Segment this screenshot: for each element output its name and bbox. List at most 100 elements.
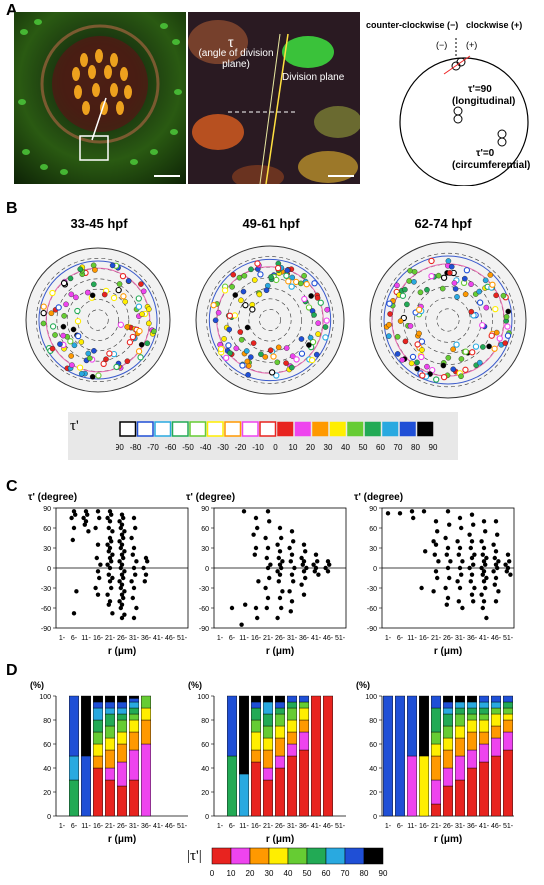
stacked-bar-segment (431, 803, 442, 817)
polar-dot (322, 324, 329, 330)
polar-dot (419, 372, 426, 379)
bar-xtick-label: 31- (455, 823, 466, 830)
bar-xtick-label: 41- (311, 823, 322, 830)
scatter-ytick-label: -30 (41, 586, 51, 593)
stacked-bar-segment (287, 719, 298, 733)
legend-d-swatch-3 (268, 847, 289, 865)
polar-dot (74, 318, 82, 325)
bar-xtick-label: 6- (229, 823, 236, 830)
stacked-bar-segment (479, 719, 490, 733)
scatter-ytick-label: -60 (199, 606, 209, 613)
scatter-xtick-label: 36- (141, 635, 152, 642)
stacked-bar-segment (92, 695, 103, 703)
polar-dot (476, 299, 484, 306)
scatter-xtick-label: 41- (311, 635, 322, 642)
scatter-point (279, 535, 284, 541)
legend-d-swatch-8 (363, 847, 384, 865)
polar-dot (407, 267, 413, 274)
legend-b-swatch-1 (136, 421, 154, 437)
stacked-bar-segment (407, 695, 418, 757)
stacked-bar-segment (503, 719, 514, 733)
stacked-bar-segment (104, 779, 115, 817)
scatter-xtick-label: 21- (105, 635, 116, 642)
scatter-point (117, 579, 122, 584)
scatter-point (122, 569, 127, 574)
scatter-point (445, 545, 451, 551)
scatter-point (122, 549, 127, 554)
stacked-bar-segment (68, 755, 79, 781)
scatter-ytick-label: -60 (367, 606, 377, 613)
polar-dot (233, 345, 240, 352)
scatter-point (433, 519, 439, 524)
scatter-point (445, 595, 451, 601)
legend-b-swatch-15 (382, 421, 399, 437)
scatter-point (267, 575, 272, 581)
polar-dot (95, 372, 102, 379)
scatter-point (397, 511, 403, 516)
polar-dot (407, 323, 414, 329)
scatter-point (315, 559, 320, 564)
scatter-point (481, 599, 487, 604)
scatter-point (445, 565, 451, 571)
panel-d-letter: D (6, 662, 18, 679)
polar-dot (248, 266, 254, 273)
stacked-bar-segment (287, 695, 298, 703)
scatter-point (276, 579, 281, 584)
scatter-point (119, 562, 125, 567)
scatter-point (268, 562, 273, 567)
polar-dot (240, 288, 247, 295)
polar-dot (402, 286, 408, 293)
bar-ytick-label: 100 (197, 694, 209, 701)
legend-b-swatch-5 (206, 421, 224, 437)
scatter-ytick-label: 90 (369, 506, 377, 513)
scatter-point (472, 552, 477, 557)
stacked-bar-segment (299, 719, 310, 733)
scatter-point (491, 542, 496, 547)
polar-dot (289, 274, 296, 281)
bar-xtick-label: 26- (117, 823, 128, 830)
legend-d-label-1: 10 (227, 869, 236, 878)
scatter-point (121, 515, 126, 521)
legend-b-swatch-11 (312, 421, 329, 437)
scatter-point (83, 519, 89, 524)
scatter-point (110, 611, 115, 616)
stacked-bar-segment (443, 767, 454, 787)
stacked-bar-segment (116, 701, 127, 709)
scatter-xtick-label: 16- (419, 635, 430, 642)
scatter-point (110, 529, 115, 534)
bar-xtick-label: 1- (385, 823, 392, 830)
scatter-xtick-label: 36- (467, 635, 478, 642)
stacked-bar-segment (275, 701, 286, 709)
legend-d-label-5: 50 (303, 869, 312, 878)
bar-xtick-label: 16- (251, 823, 262, 830)
legend-b-label-9: 0 (273, 443, 278, 452)
stacked-bar-segment (263, 749, 274, 769)
scatter-point (131, 565, 137, 571)
bar-ytick-label: 80 (43, 718, 51, 725)
stacked-bar-segment (467, 731, 478, 751)
bar-xtick-label: 26- (443, 823, 454, 830)
scatter-point (141, 565, 146, 571)
bar-ytick-label: 60 (369, 742, 377, 749)
legend-b-label-5: -40 (200, 443, 212, 452)
polar-dot (298, 350, 306, 357)
stacked-bar-segment (479, 743, 490, 763)
polar-dot (232, 292, 239, 298)
polar-dot (283, 360, 289, 366)
stacked-bar-segment (395, 695, 406, 817)
scatter-point (97, 515, 102, 521)
polar-dot (493, 329, 500, 336)
scatter-point (239, 622, 244, 627)
scatter-point (107, 565, 113, 571)
polar-dot (428, 257, 435, 265)
scatter-point (471, 562, 476, 567)
polar-dot (230, 271, 237, 278)
scatter-point (119, 592, 125, 597)
scatter-ytick-label: -90 (41, 626, 51, 633)
polar-dot (49, 345, 56, 352)
polar-dot (450, 346, 456, 353)
bar-ytick-label: 0 (47, 814, 51, 821)
stacked-bar-segment (491, 701, 502, 709)
legend-d-label-4: 40 (284, 869, 293, 878)
scatter-point (107, 509, 113, 514)
